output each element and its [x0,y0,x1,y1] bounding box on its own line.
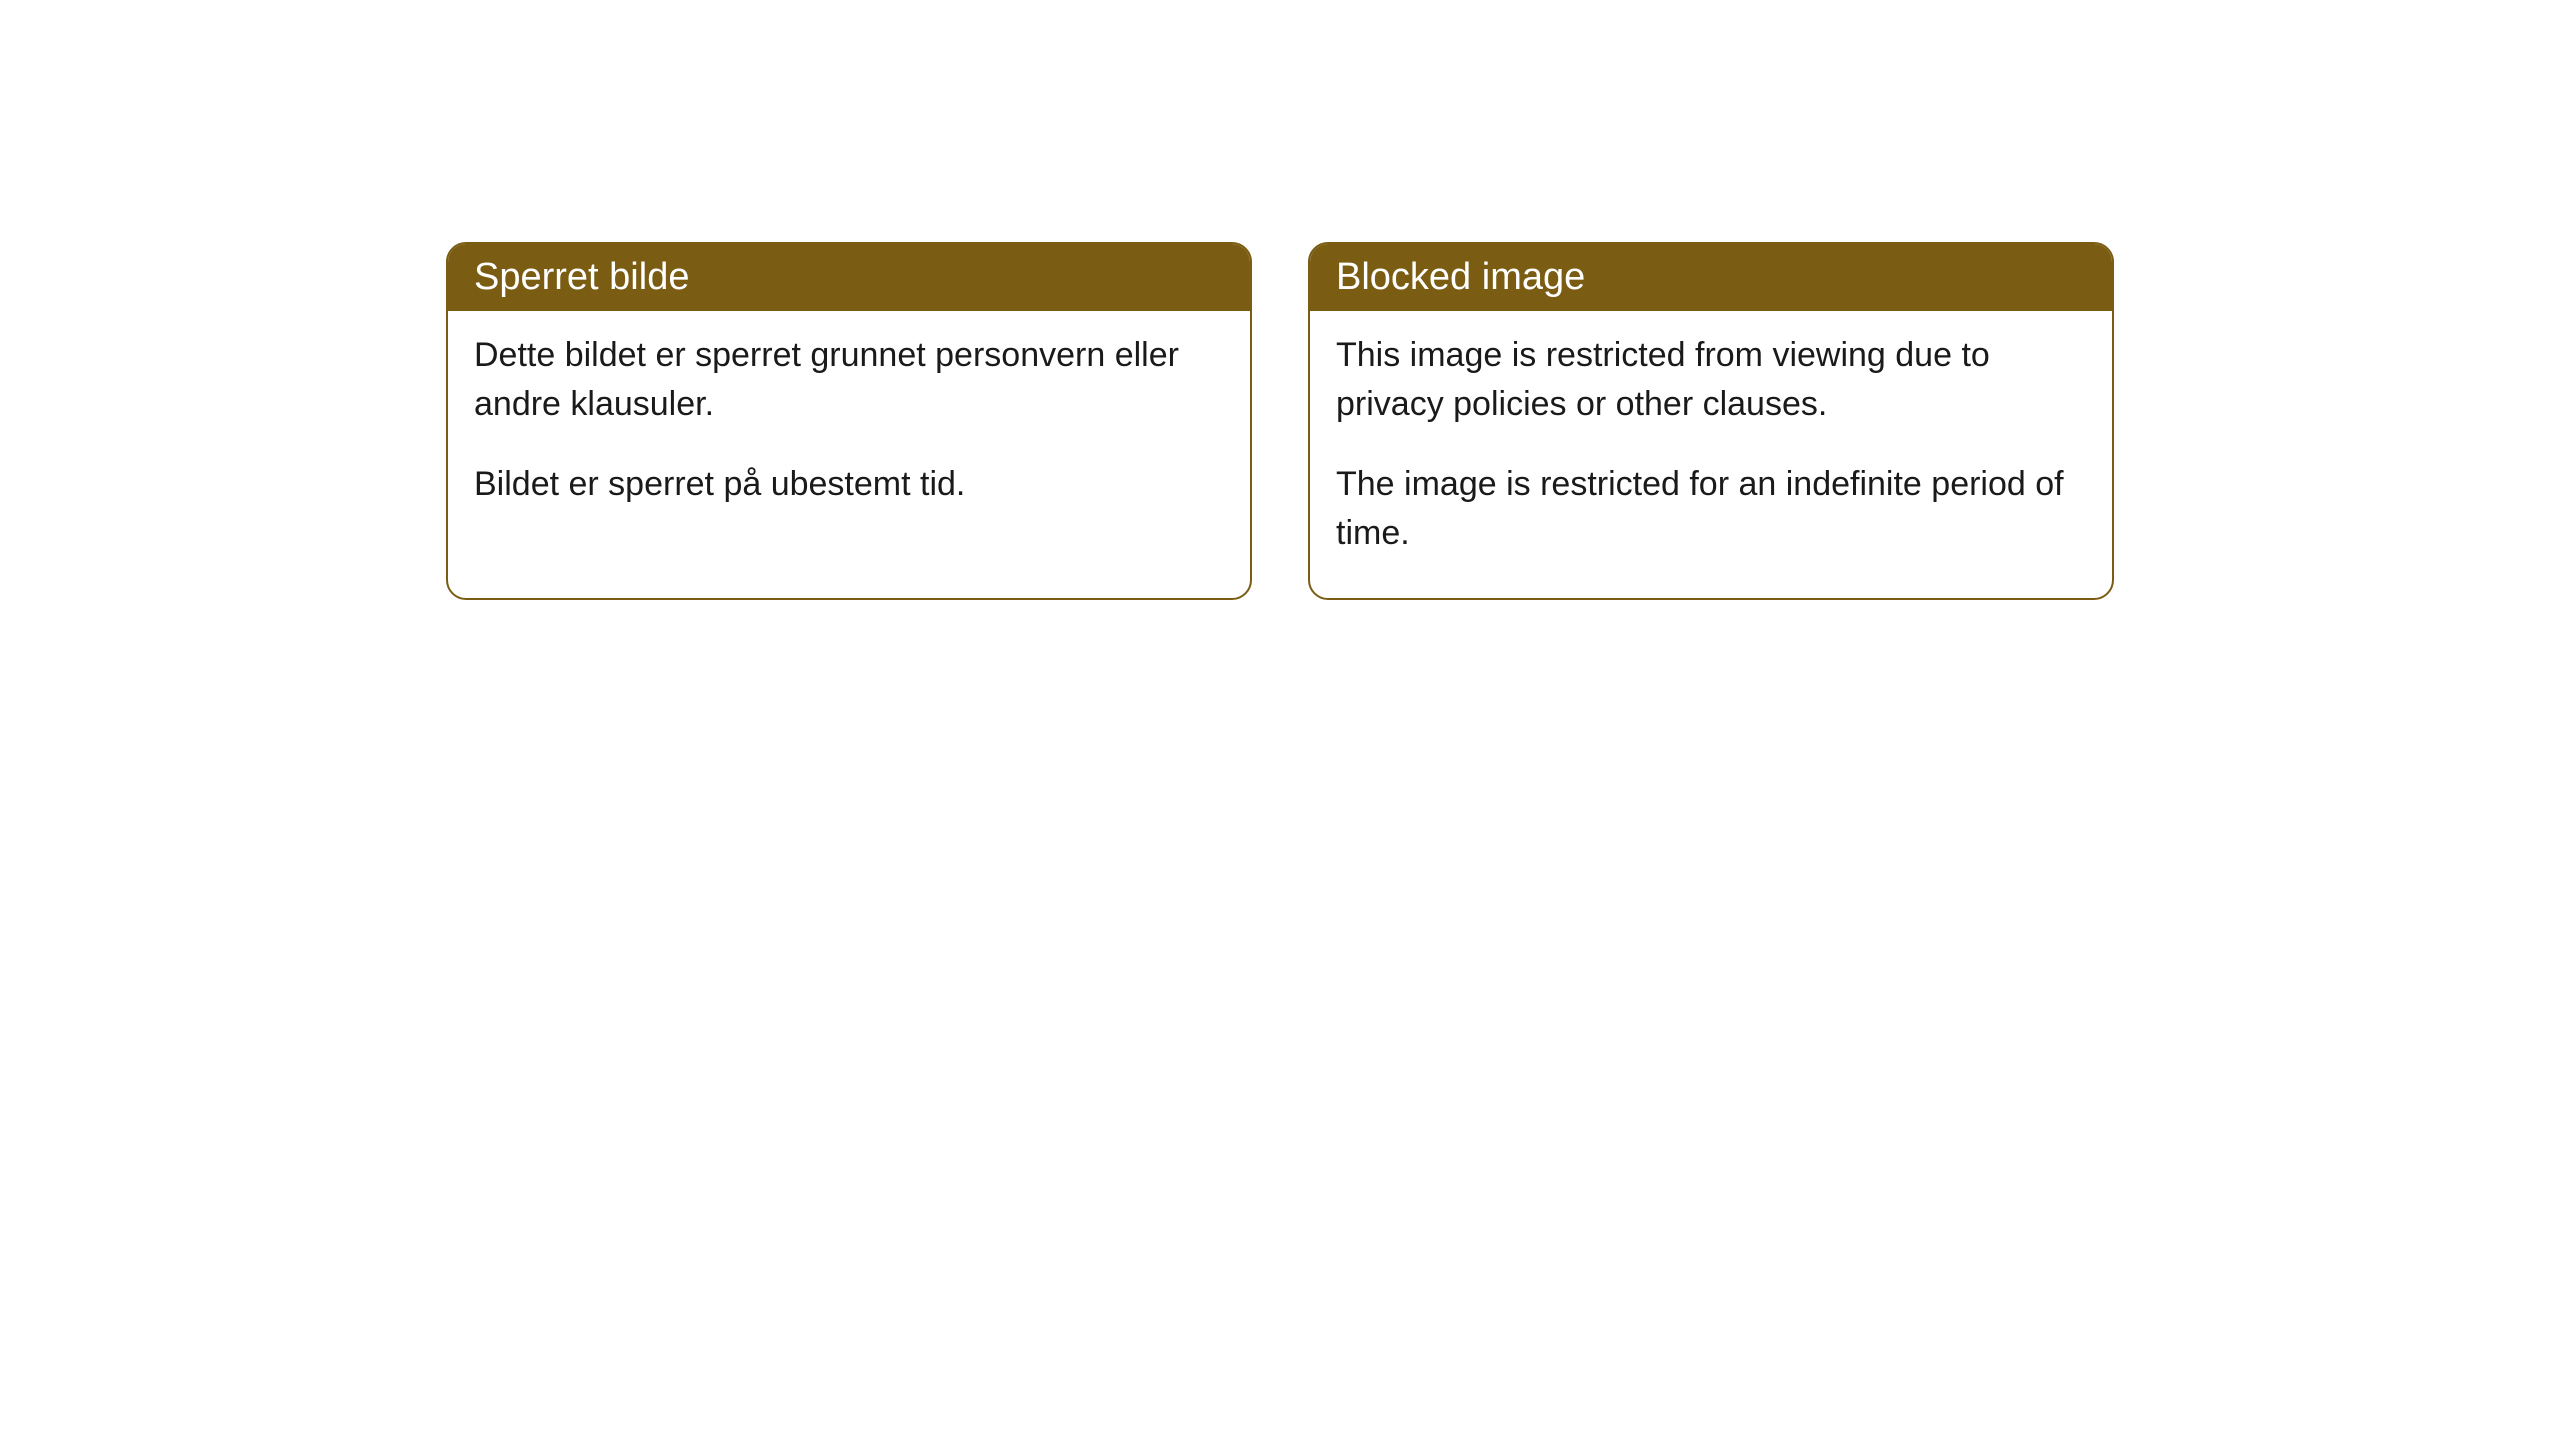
card-body-norwegian: Dette bildet er sperret grunnet personve… [448,311,1250,549]
notice-text-line2-norwegian: Bildet er sperret på ubestemt tid. [474,460,1224,509]
notice-text-line1-norwegian: Dette bildet er sperret grunnet personve… [474,331,1224,430]
blocked-image-card-norwegian: Sperret bilde Dette bildet er sperret gr… [446,242,1252,600]
card-header-norwegian: Sperret bilde [448,244,1250,311]
card-header-english: Blocked image [1310,244,2112,311]
blocked-image-card-english: Blocked image This image is restricted f… [1308,242,2114,600]
notice-text-line2-english: The image is restricted for an indefinit… [1336,460,2086,559]
notice-text-line1-english: This image is restricted from viewing du… [1336,331,2086,430]
card-body-english: This image is restricted from viewing du… [1310,311,2112,598]
notice-cards-container: Sperret bilde Dette bildet er sperret gr… [446,242,2114,600]
